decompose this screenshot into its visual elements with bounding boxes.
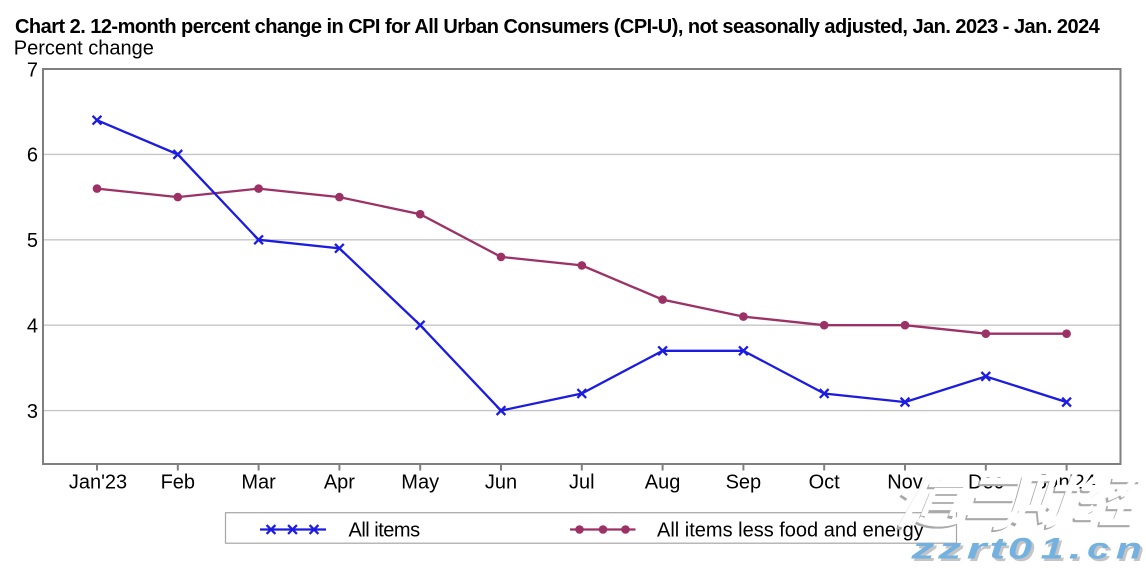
svg-text:1: 1 xyxy=(1041,531,1064,565)
svg-text:z: z xyxy=(913,535,938,565)
svg-text:Jul: Jul xyxy=(569,472,595,494)
svg-text:Oct: Oct xyxy=(809,472,841,494)
svg-text:n: n xyxy=(1116,531,1142,565)
svg-text:4: 4 xyxy=(27,316,38,338)
svg-text:.: . xyxy=(1071,535,1084,565)
svg-text:z: z xyxy=(940,535,965,565)
svg-text:n: n xyxy=(1118,534,1144,565)
svg-text:r: r xyxy=(967,531,990,565)
svg-text:Feb: Feb xyxy=(161,472,195,494)
svg-text:Aug: Aug xyxy=(645,472,681,494)
svg-text:1: 1 xyxy=(1043,534,1066,565)
svg-text:t: t xyxy=(989,532,1007,565)
svg-text:z: z xyxy=(910,532,935,565)
svg-text:3: 3 xyxy=(27,401,38,423)
svg-text:All items: All items xyxy=(349,520,421,542)
svg-text:0: 0 xyxy=(1008,531,1032,565)
svg-text:.: . xyxy=(1069,532,1082,565)
svg-text:t: t xyxy=(992,534,1010,565)
svg-text:Jun: Jun xyxy=(485,472,517,494)
svg-text:6: 6 xyxy=(27,145,38,167)
svg-text:r: r xyxy=(969,534,992,565)
svg-text:Mar: Mar xyxy=(241,472,276,494)
svg-text:z: z xyxy=(937,532,962,565)
svg-text:All items less food and energy: All items less food and energy xyxy=(657,520,924,542)
svg-text:Chart 2. 12-month percent chan: Chart 2. 12-month percent change in CPI … xyxy=(15,16,1101,38)
svg-text:0: 0 xyxy=(1011,534,1035,565)
svg-text:c: c xyxy=(1087,532,1110,565)
svg-text:7: 7 xyxy=(27,59,38,81)
svg-text:Jan'23: Jan'23 xyxy=(69,472,127,494)
svg-text:Percent change: Percent change xyxy=(14,38,154,60)
svg-text:Apr: Apr xyxy=(324,472,355,494)
svg-text:c: c xyxy=(1090,535,1113,565)
svg-text:May: May xyxy=(401,472,439,494)
svg-text:5: 5 xyxy=(27,230,38,252)
svg-text:Sep: Sep xyxy=(726,472,762,494)
svg-text:Nov: Nov xyxy=(887,472,923,494)
